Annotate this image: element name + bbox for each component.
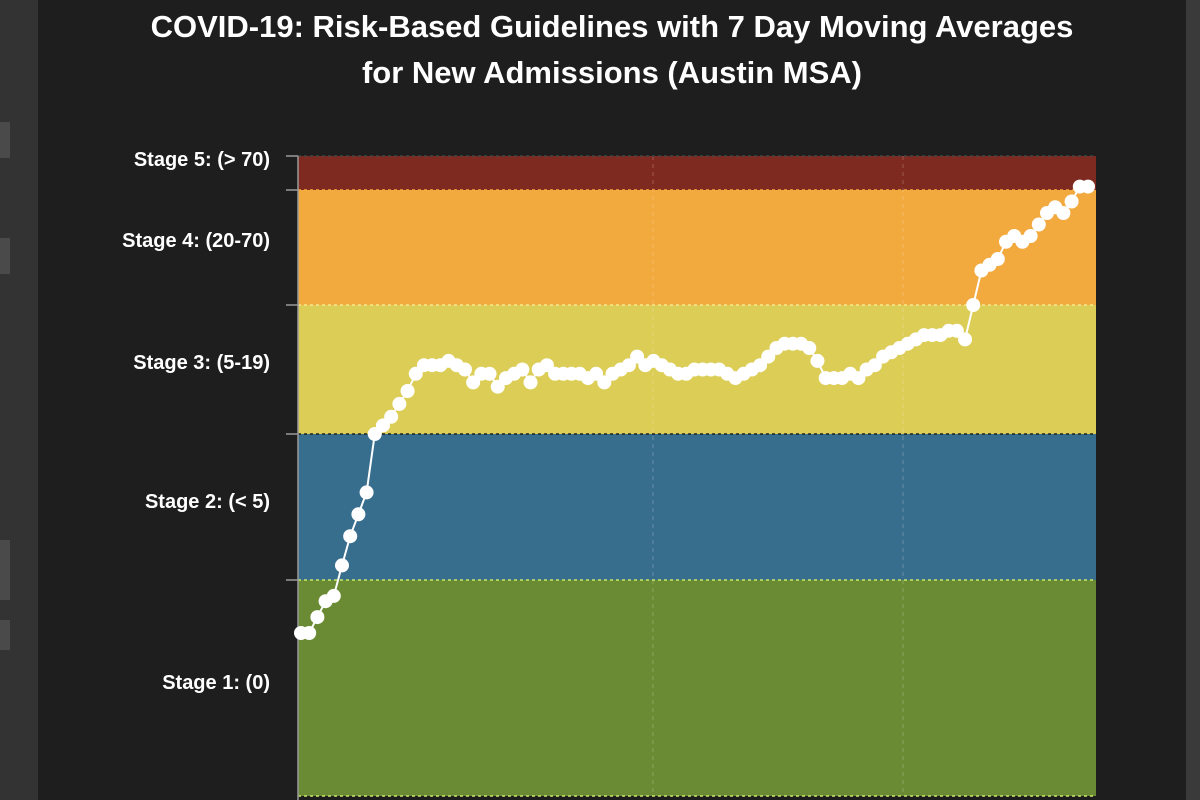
chart-title-line2: for New Admissions (Austin MSA) bbox=[361, 55, 863, 90]
right-window-strip bbox=[1186, 0, 1200, 800]
data-point bbox=[523, 375, 538, 390]
stage-band-1 bbox=[298, 580, 1096, 796]
data-point bbox=[351, 507, 366, 522]
data-point bbox=[343, 529, 358, 544]
data-point bbox=[515, 362, 530, 377]
chart-title: COVID-19: Risk-Based Guidelines with 7 D… bbox=[38, 4, 1186, 96]
data-point bbox=[990, 252, 1005, 266]
data-point bbox=[958, 332, 973, 347]
data-point bbox=[802, 341, 817, 355]
left-window-strip bbox=[0, 0, 38, 800]
data-point bbox=[966, 298, 981, 312]
data-point bbox=[392, 396, 407, 411]
stage-label-2: Stage 2: (< 5) bbox=[145, 491, 270, 513]
stage-band-4 bbox=[298, 190, 1096, 305]
data-point bbox=[1031, 217, 1046, 232]
data-point bbox=[302, 626, 317, 640]
stage-band-5 bbox=[298, 156, 1096, 190]
data-point bbox=[310, 610, 325, 625]
chart-title-line1: COVID-19: Risk-Based Guidelines with 7 D… bbox=[150, 9, 1074, 44]
data-point bbox=[1023, 229, 1038, 243]
risk-stage-chart: Stage 5: (> 70) Stage 4: (20-70) Stage 3: … bbox=[122, 149, 1096, 800]
stage-label-4: Stage 4: (20-70) bbox=[122, 230, 270, 252]
data-point bbox=[400, 384, 415, 398]
data-point bbox=[1064, 194, 1079, 209]
data-point bbox=[334, 558, 349, 573]
data-point bbox=[326, 588, 341, 603]
data-point bbox=[359, 485, 374, 500]
data-point bbox=[1081, 179, 1095, 194]
data-point bbox=[457, 362, 472, 377]
data-point bbox=[384, 409, 399, 424]
data-point bbox=[810, 353, 825, 368]
data-point bbox=[1056, 206, 1071, 220]
stage-label-5: Stage 5: (> 70) bbox=[134, 149, 270, 171]
stage-band-2 bbox=[298, 434, 1096, 580]
stage-label-3: Stage 3: (5-19) bbox=[133, 352, 270, 374]
stage-label-1: Stage 1: (0) bbox=[162, 672, 270, 694]
chart-panel: COVID-19: Risk-Based Guidelines with 7 D… bbox=[38, 0, 1186, 800]
data-point bbox=[482, 366, 497, 381]
